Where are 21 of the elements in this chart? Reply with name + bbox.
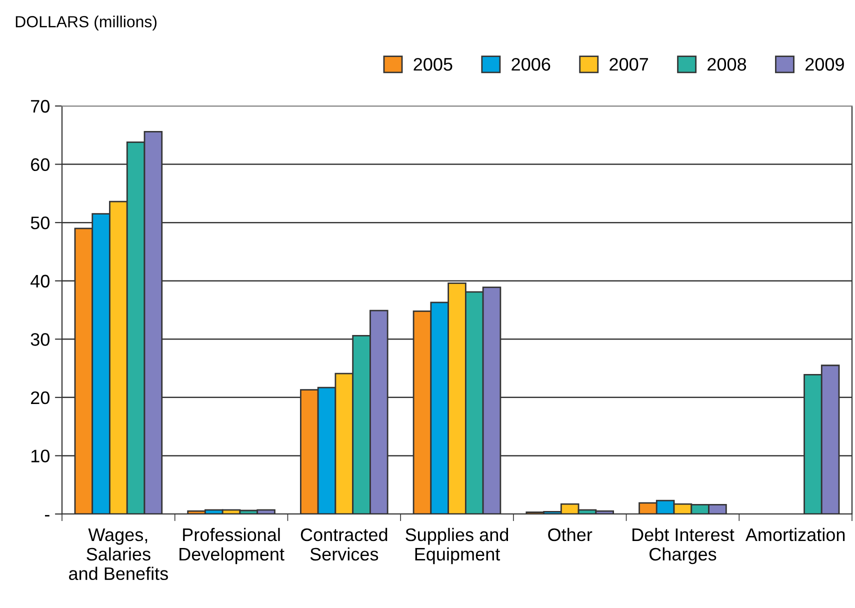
x-tick-label: Amortization	[745, 528, 845, 542]
y-tick-label: 40	[30, 274, 50, 288]
y-tick-label: 70	[31, 100, 50, 113]
legend-label: 2009	[806, 58, 844, 71]
x-tick-label: Supplies and Equipment	[406, 528, 508, 564]
x-tick-label: Other	[548, 528, 592, 542]
legend-label: 2008	[708, 58, 746, 71]
x-tick-label: Contracted Services	[300, 528, 388, 561]
y-tick-label: -	[44, 515, 50, 516]
x-tick-label: Professional Development	[180, 528, 284, 564]
y-tick-label: 50	[30, 216, 50, 230]
legend-label: 2006	[512, 58, 550, 71]
x-tick-label: Wages, Salaries and Benefits	[69, 528, 168, 580]
y-tick-label: 20	[31, 391, 50, 404]
y-axis-title: DOLLARS (millions)	[16, 16, 156, 31]
y-tick-label: 30	[30, 333, 50, 346]
legend-label: 2007	[610, 58, 648, 71]
legend-label: 2005	[414, 58, 452, 71]
y-tick-label: 10	[31, 450, 50, 462]
x-tick-label: Debt Interest Charges	[632, 528, 734, 564]
y-tick-label: 60	[31, 158, 50, 172]
